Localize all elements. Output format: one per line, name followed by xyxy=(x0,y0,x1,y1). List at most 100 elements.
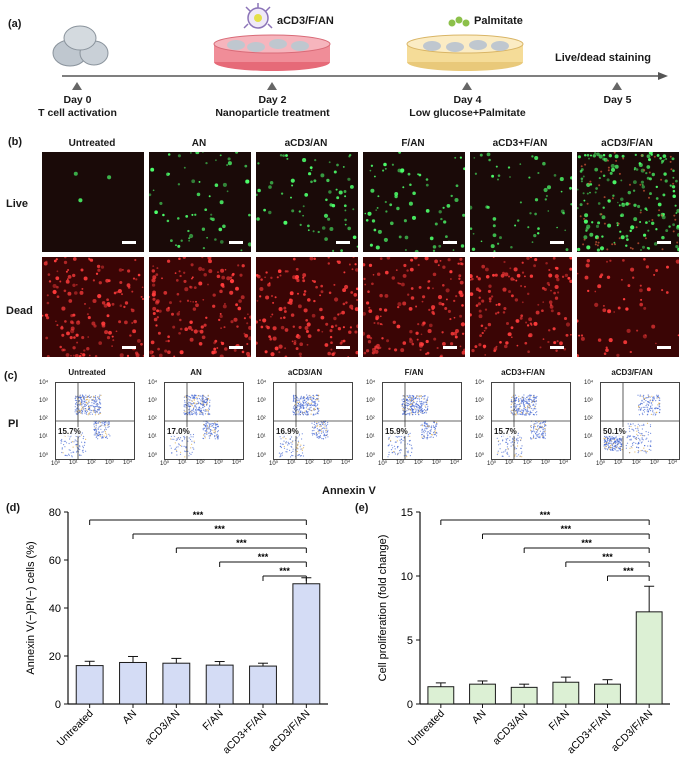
flow-xtick: 10¹ xyxy=(287,460,296,466)
flow-xtick: 10⁴ xyxy=(668,460,678,466)
flow-ytick: 10⁴ xyxy=(148,380,158,386)
flow-plot-4: 15.7% xyxy=(491,382,571,460)
flow-plot-1: 17.0% xyxy=(164,382,244,460)
column-label-1: AN xyxy=(191,138,207,149)
flow-plot-5: 50.1% xyxy=(600,382,680,460)
flow-ytick: 10¹ xyxy=(475,434,484,440)
flow-title-2: aCD3/AN xyxy=(287,368,323,377)
flow-ytick: 10³ xyxy=(475,398,484,404)
day5-label: Day 5 xyxy=(603,94,632,106)
flow-xtick: 10³ xyxy=(105,460,114,466)
palmitate-dish xyxy=(406,34,524,71)
sig-label-2: *** xyxy=(236,538,247,548)
flow-title-4: aCD3+F/AN xyxy=(501,368,545,377)
bar-2 xyxy=(162,662,191,705)
panel-c-label: (c) xyxy=(4,370,18,382)
column-label-4: aCD3+F/AN xyxy=(492,138,548,149)
nanoparticle-icon xyxy=(243,3,273,29)
day0-marker xyxy=(72,82,82,90)
flow-plot-0: 15.7% xyxy=(55,382,135,460)
live-image-4 xyxy=(470,152,572,252)
bar-0 xyxy=(427,686,455,705)
flow-ytick: 10¹ xyxy=(584,434,593,440)
flow-ytick: 10¹ xyxy=(39,434,48,440)
scale-bar xyxy=(229,346,243,349)
flow-ytick: 10² xyxy=(366,416,375,422)
flow-cytometry-grid: Untreated 15.7% 10⁴ 10³ 10² 10¹ 10⁰ 10⁰ 10¹ 10² 10… xyxy=(25,364,680,482)
flow-ytick: 10³ xyxy=(148,398,157,404)
flow-xtick: 10³ xyxy=(432,460,441,466)
scale-bar xyxy=(550,346,564,349)
x-tick-label-4: aCD3+F/AN xyxy=(565,708,614,757)
flow-xtick: 10⁰ xyxy=(51,461,61,467)
flow-percent-1: 17.0% xyxy=(167,427,190,436)
palmitate-icon xyxy=(448,16,470,27)
y-tick-label: 10 xyxy=(401,571,413,583)
sig-label-4: *** xyxy=(623,566,634,576)
flow-percent-0: 15.7% xyxy=(58,427,81,436)
y-axis-label: Cell proliferation (fold change) xyxy=(377,535,389,682)
dead-image-3 xyxy=(363,257,465,357)
bar-2 xyxy=(510,686,538,705)
flow-ytick: 10¹ xyxy=(366,434,375,440)
flow-ytick: 10³ xyxy=(39,398,48,404)
flow-plot-2: 16.9% xyxy=(273,382,353,460)
scale-bar xyxy=(657,241,671,244)
flow-title-0: Untreated xyxy=(68,368,106,377)
flow-xtick: 10¹ xyxy=(396,460,405,466)
live-image-1 xyxy=(149,152,251,252)
scale-bar xyxy=(657,346,671,349)
live-image-5 xyxy=(577,152,679,252)
flow-xtick: 10² xyxy=(305,460,314,466)
flow-ytick: 10⁰ xyxy=(475,453,485,459)
flow-xtick: 10² xyxy=(414,460,423,466)
panel-b-label: (b) xyxy=(8,136,23,148)
bar-5 xyxy=(292,583,321,705)
chart-proliferation: 0 5 10 15 Cell proliferation (fold change) Un… xyxy=(377,507,670,757)
flow-ytick: 10³ xyxy=(584,398,593,404)
flow-xtick: 10⁴ xyxy=(341,460,351,466)
scale-bar xyxy=(443,241,457,244)
dead-image-2 xyxy=(256,257,358,357)
y-tick-label: 0 xyxy=(55,699,61,711)
dead-image-4 xyxy=(470,257,572,357)
flow-ytick: 10⁴ xyxy=(39,380,49,386)
x-tick-label-2: aCD3/AN xyxy=(143,708,183,748)
flow-xtick: 10⁴ xyxy=(450,460,460,466)
sig-label-3: *** xyxy=(602,552,613,562)
flow-ytick: 10³ xyxy=(366,398,375,404)
flow-xtick: 10⁰ xyxy=(487,461,497,467)
flow-xtick: 10⁴ xyxy=(559,460,569,466)
flow-xtick: 10² xyxy=(632,460,641,466)
y-axis-label: Annexin V(−)PI(−) cells (%) xyxy=(25,541,37,674)
y-tick-label: 80 xyxy=(49,507,61,519)
column-label-5: aCD3/F/AN xyxy=(601,138,653,149)
flow-xtick: 10² xyxy=(87,460,96,466)
flow-ytick: 10² xyxy=(39,416,48,422)
flow-ytick: 10⁴ xyxy=(475,380,485,386)
scale-bar xyxy=(336,346,350,349)
live-image-3 xyxy=(363,152,465,252)
flow-x-label: Annexin V xyxy=(322,485,376,497)
bar-3 xyxy=(205,664,234,705)
bar-0 xyxy=(75,665,104,705)
sig-label-3: *** xyxy=(258,552,269,562)
x-tick-label-5: aCD3/F/AN xyxy=(609,708,655,754)
flow-xtick: 10⁰ xyxy=(596,461,606,467)
row-label-dead: Dead xyxy=(6,305,33,317)
flow-ytick: 10⁴ xyxy=(366,380,376,386)
x-tick-label-5: aCD3/F/AN xyxy=(266,708,312,754)
bar-5 xyxy=(635,611,663,705)
x-tick-label-3: F/AN xyxy=(547,708,572,733)
dead-image-1 xyxy=(149,257,251,357)
dish-label-palmitate: Palmitate xyxy=(474,15,523,27)
flow-xtick: 10⁰ xyxy=(160,461,170,467)
flow-xtick: 10⁴ xyxy=(232,460,242,466)
scale-bar xyxy=(443,346,457,349)
x-tick-label-2: aCD3/AN xyxy=(490,708,530,748)
live-image-2 xyxy=(256,152,358,252)
flow-percent-4: 15.7% xyxy=(494,427,517,436)
flow-xtick: 10¹ xyxy=(178,460,187,466)
flow-ytick: 10² xyxy=(475,416,484,422)
t-cell-cluster xyxy=(52,25,109,67)
